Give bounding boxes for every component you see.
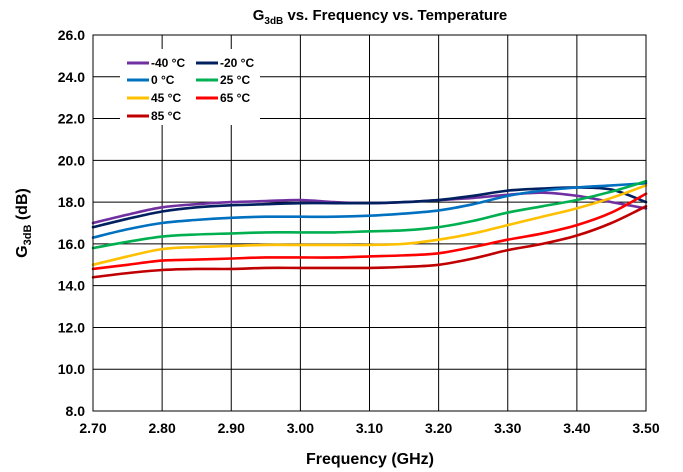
- legend-label: 45 °C: [151, 91, 181, 105]
- legend-label: 25 °C: [220, 73, 250, 87]
- legend: -40 °C -20 °C 0 °C 25 °C 45 °C 65 °C 85 °C: [120, 49, 260, 125]
- y-tick-labels: 8.0 10.0 12.0 14.0 16.0 18.0 20.0 22.0 24.0 26.0: [58, 27, 85, 419]
- x-axis-title: Frequency (GHz): [306, 451, 434, 468]
- series-line: [91, 182, 648, 239]
- plot-frame: [92, 34, 647, 412]
- y-tick-label: 24.0: [58, 69, 85, 85]
- y-tick-label: 18.0: [58, 194, 85, 210]
- x-tick-label: 3.20: [425, 420, 452, 436]
- series-line: [91, 179, 648, 250]
- y-tick-label: 12.0: [58, 319, 85, 335]
- y-tick-label: 20.0: [58, 152, 85, 168]
- x-tick-label: 3.00: [287, 420, 314, 436]
- series-line: [91, 184, 648, 267]
- chart-title: G3dB vs. Frequency vs. Temperature: [253, 7, 508, 27]
- x-tick-label: 2.80: [149, 420, 176, 436]
- y-tick-label: 16.0: [58, 236, 85, 252]
- series-group: [91, 179, 648, 279]
- x-tick-label: 3.10: [356, 420, 383, 436]
- x-tick-label: 2.90: [218, 420, 245, 436]
- series-line: [91, 204, 648, 279]
- x-tick-label: 3.30: [494, 420, 521, 436]
- series-line: [91, 186, 648, 229]
- series-line: [91, 192, 648, 271]
- y-tick-label: 14.0: [58, 278, 85, 294]
- y-tick-label: 22.0: [58, 111, 85, 127]
- legend-label: 85 °C: [151, 109, 181, 123]
- x-tick-labels: 2.70 2.80 2.90 3.00 3.10 3.20 3.30 3.40 3.50: [79, 420, 659, 436]
- x-tick-label: 3.50: [632, 420, 659, 436]
- y-tick-label: 26.0: [58, 27, 85, 43]
- y-tick-label: 8.0: [66, 403, 86, 419]
- legend-label: -40 °C: [151, 56, 185, 70]
- legend-label: 65 °C: [220, 91, 250, 105]
- y-tick-label: 10.0: [58, 361, 85, 377]
- y-axis-title: G3dB (dB): [14, 188, 34, 258]
- legend-label: 0 °C: [151, 73, 175, 87]
- x-tick-label: 3.40: [563, 420, 590, 436]
- legend-label: -20 °C: [220, 56, 254, 70]
- x-tick-label: 2.70: [79, 420, 106, 436]
